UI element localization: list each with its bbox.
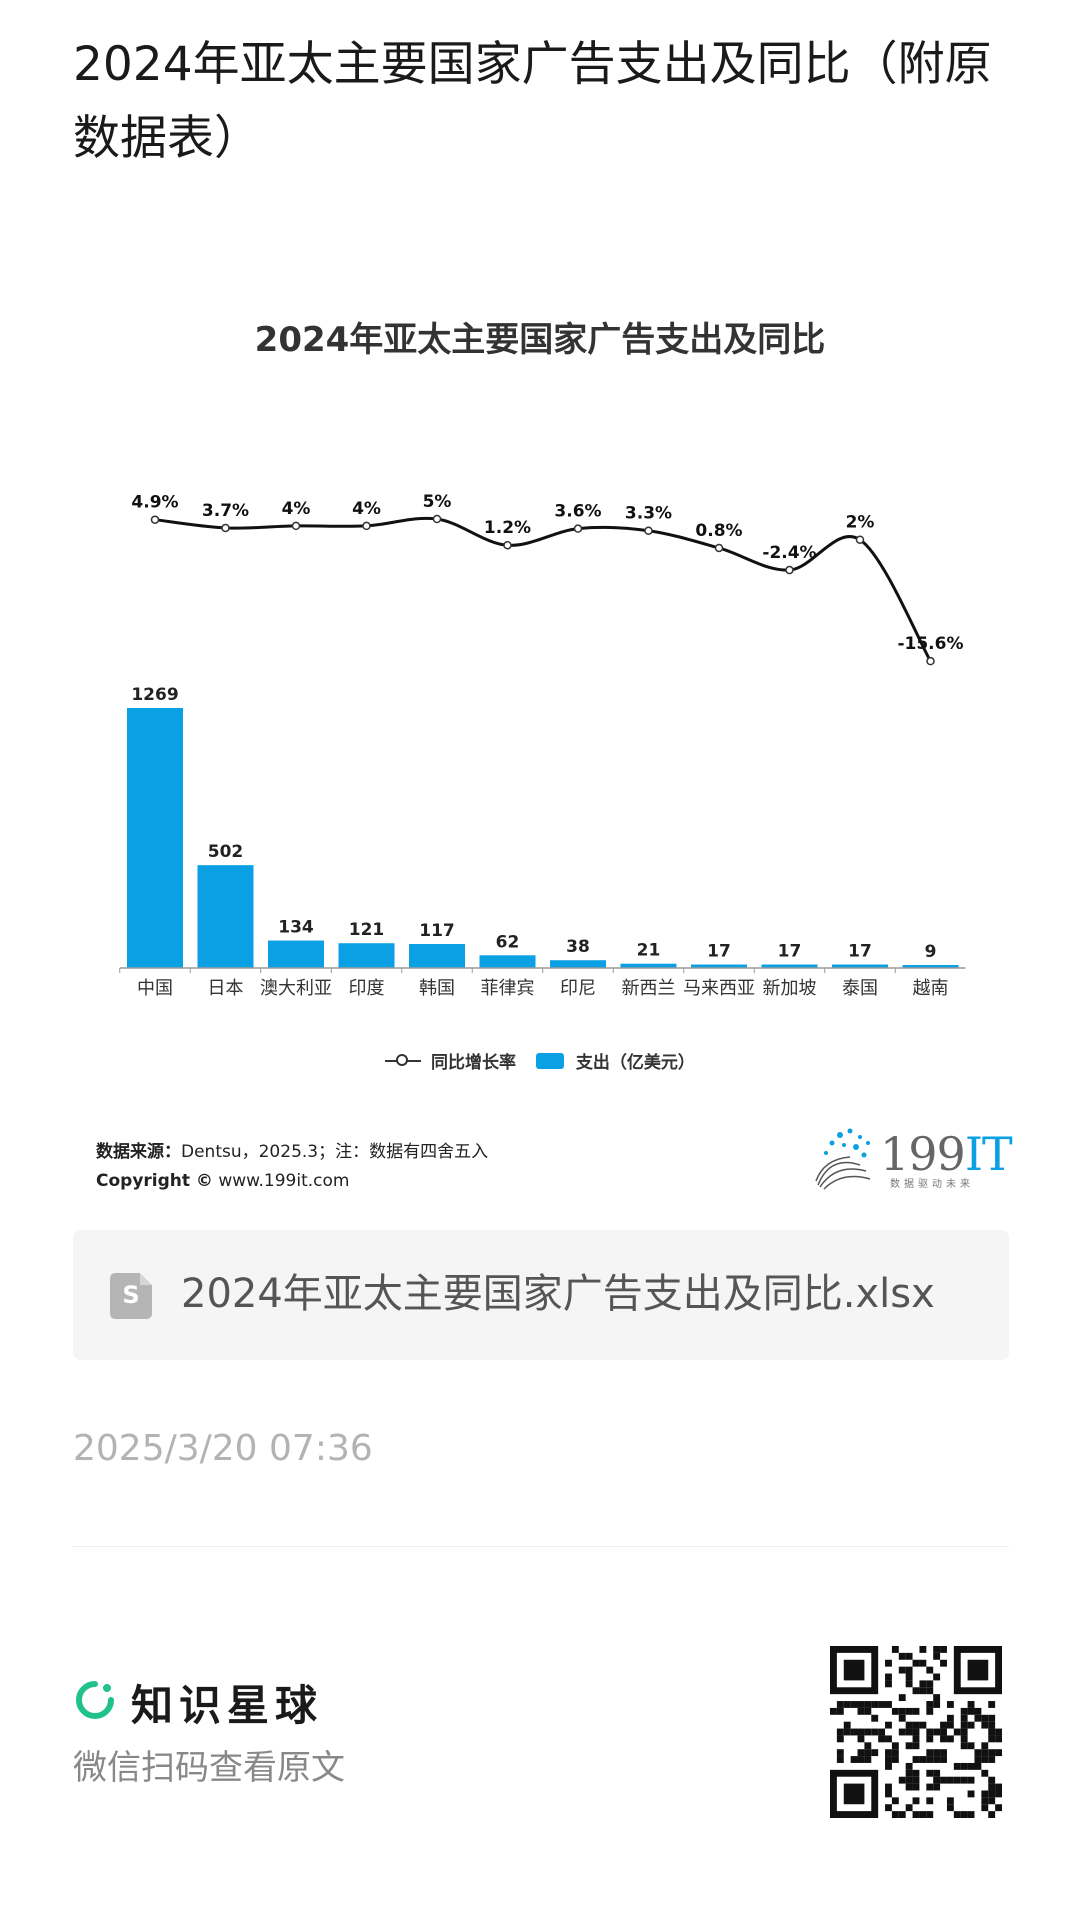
bar-6 (550, 960, 606, 968)
bar-value-label-2: 134 (278, 918, 314, 938)
bar-value-label-0: 1269 (131, 685, 178, 705)
category-label-8: 马来西亚 (683, 978, 755, 999)
growth-point-0 (150, 515, 160, 524)
post-timestamp: 2025/3/20 07:36 (73, 1428, 373, 1469)
qr-code[interactable] (830, 1646, 1002, 1818)
bar-9 (761, 964, 818, 968)
divider (73, 1546, 1009, 1547)
category-label-3: 印度 (349, 978, 385, 999)
bar-4 (409, 944, 465, 968)
logo-dots-icon (815, 1128, 871, 1190)
growth-value-label-4: 5% (423, 492, 452, 512)
growth-value-label-1: 3.7% (202, 501, 249, 521)
page-title: 2024年亚太主要国家广告支出及同比（附原数据表） (73, 37, 992, 166)
bar-value-label-6: 38 (566, 937, 590, 957)
legend-line-label: 同比增长率 (431, 1053, 517, 1073)
growth-value-label-9: -2.4% (762, 543, 816, 563)
growth-point-5 (503, 540, 512, 550)
bar-value-label-9: 17 (778, 942, 802, 962)
attachment-file-name[interactable]: 2024年亚太主要国家广告支出及同比.xlsx (181, 1271, 935, 1317)
growth-value-label-0: 4.9% (131, 493, 178, 513)
legend-bar-label: 支出（亿美元） (575, 1053, 695, 1073)
growth-point-1 (221, 523, 230, 533)
bar-1 (197, 865, 254, 968)
growth-value-label-2: 4% (282, 499, 311, 519)
legend-bar-symbol (535, 1052, 564, 1069)
growth-line (154, 516, 932, 662)
growth-value-label-11: -15.6% (897, 634, 963, 654)
legend-line-symbol (385, 1053, 422, 1068)
attachment-file[interactable]: S 2024年亚太主要国家广告支出及同比.xlsx (73, 1230, 1009, 1360)
bar-value-label-4: 117 (419, 921, 455, 941)
growth-point-2 (291, 521, 301, 531)
bar-value-label-1: 502 (208, 842, 244, 862)
category-label-2: 澳大利亚 (260, 978, 332, 999)
source-label: 数据来源： (96, 1142, 181, 1162)
bar-2 (268, 940, 324, 968)
chart-legend: 同比增长率 支出（亿美元） (0, 1048, 1080, 1073)
growth-point-11 (926, 656, 935, 666)
bar-3 (338, 943, 395, 968)
chart-title: 2024年亚太主要国家广告支出及同比 (254, 320, 826, 360)
bar-7 (620, 963, 677, 968)
category-label-7: 新西兰 (622, 978, 676, 999)
category-label-9: 新加坡 (763, 978, 817, 999)
category-label-1: 日本 (208, 978, 244, 999)
growth-point-8 (714, 543, 724, 553)
bar-10 (832, 964, 888, 968)
category-label-0: 中国 (137, 978, 173, 999)
bars-group: 1269 502 134 121 117 62 38 21 17 17 17 9 (127, 685, 959, 968)
bar-value-label-8: 17 (707, 942, 731, 962)
scan-instruction: 微信扫码查看原文 (73, 1748, 345, 1788)
source-text: Dentsu，2025.3；注：数据有四舍五入 (181, 1142, 489, 1162)
copyright-url: www.199it.com (218, 1171, 350, 1191)
category-label-4: 韩国 (419, 978, 455, 999)
zsxq-logo-icon (76, 1681, 114, 1719)
category-label-6: 印尼 (560, 978, 596, 999)
category-label-10: 泰国 (842, 978, 878, 999)
growth-value-label-3: 4% (352, 499, 381, 519)
line-group: 4.9% 3.7% 4% 4% 5% 1.2% 3.6% 3.3% 0.8% -2.4% 2% -15… (131, 492, 964, 666)
source-note: 数据来源：Dentsu，2025.3；注：数据有四舍五入 Copyright ©… (96, 1138, 488, 1196)
bar-8 (691, 964, 747, 968)
199it-logo: 199IT 数据驱动未来 (810, 1125, 1013, 1193)
logo-tagline: 数据驱动未来 (890, 1179, 974, 1190)
growth-point-7 (644, 526, 653, 535)
growth-point-9 (785, 565, 794, 575)
spreadsheet-file-icon: S (110, 1273, 152, 1319)
growth-value-label-8: 0.8% (695, 521, 742, 541)
bar-value-label-10: 17 (848, 942, 872, 962)
combo-chart: 1269 502 134 121 117 62 38 21 17 17 17 9 4.9% 3.7% 4%… (119, 492, 966, 999)
brand-name: 知识星球 (131, 1681, 324, 1730)
growth-value-label-6: 3.6% (554, 502, 601, 522)
bar-value-label-11: 9 (925, 942, 937, 962)
bar-0 (127, 708, 183, 968)
bar-11 (902, 965, 959, 968)
bar-5 (479, 955, 536, 968)
bar-value-label-5: 62 (496, 932, 520, 952)
growth-point-3 (362, 521, 371, 531)
bar-value-label-3: 121 (349, 920, 385, 940)
category-label-11: 越南 (913, 978, 949, 999)
bar-value-label-7: 21 (637, 941, 661, 961)
copyright-label: Copyright © (96, 1171, 213, 1191)
growth-point-10 (855, 535, 865, 544)
growth-value-label-7: 3.3% (625, 504, 672, 524)
growth-point-4 (432, 514, 442, 524)
growth-value-label-10: 2% (846, 513, 875, 533)
category-label-5: 菲律宾 (481, 978, 535, 999)
category-labels: 中国 日本 澳大利亚 印度 韩国 菲律宾 印尼 新西兰 马来西亚 新加坡 泰国 越南 (119, 967, 966, 999)
growth-point-6 (573, 524, 583, 533)
growth-value-label-5: 1.2% (484, 518, 531, 538)
logo-text: 199IT (880, 1127, 1013, 1181)
